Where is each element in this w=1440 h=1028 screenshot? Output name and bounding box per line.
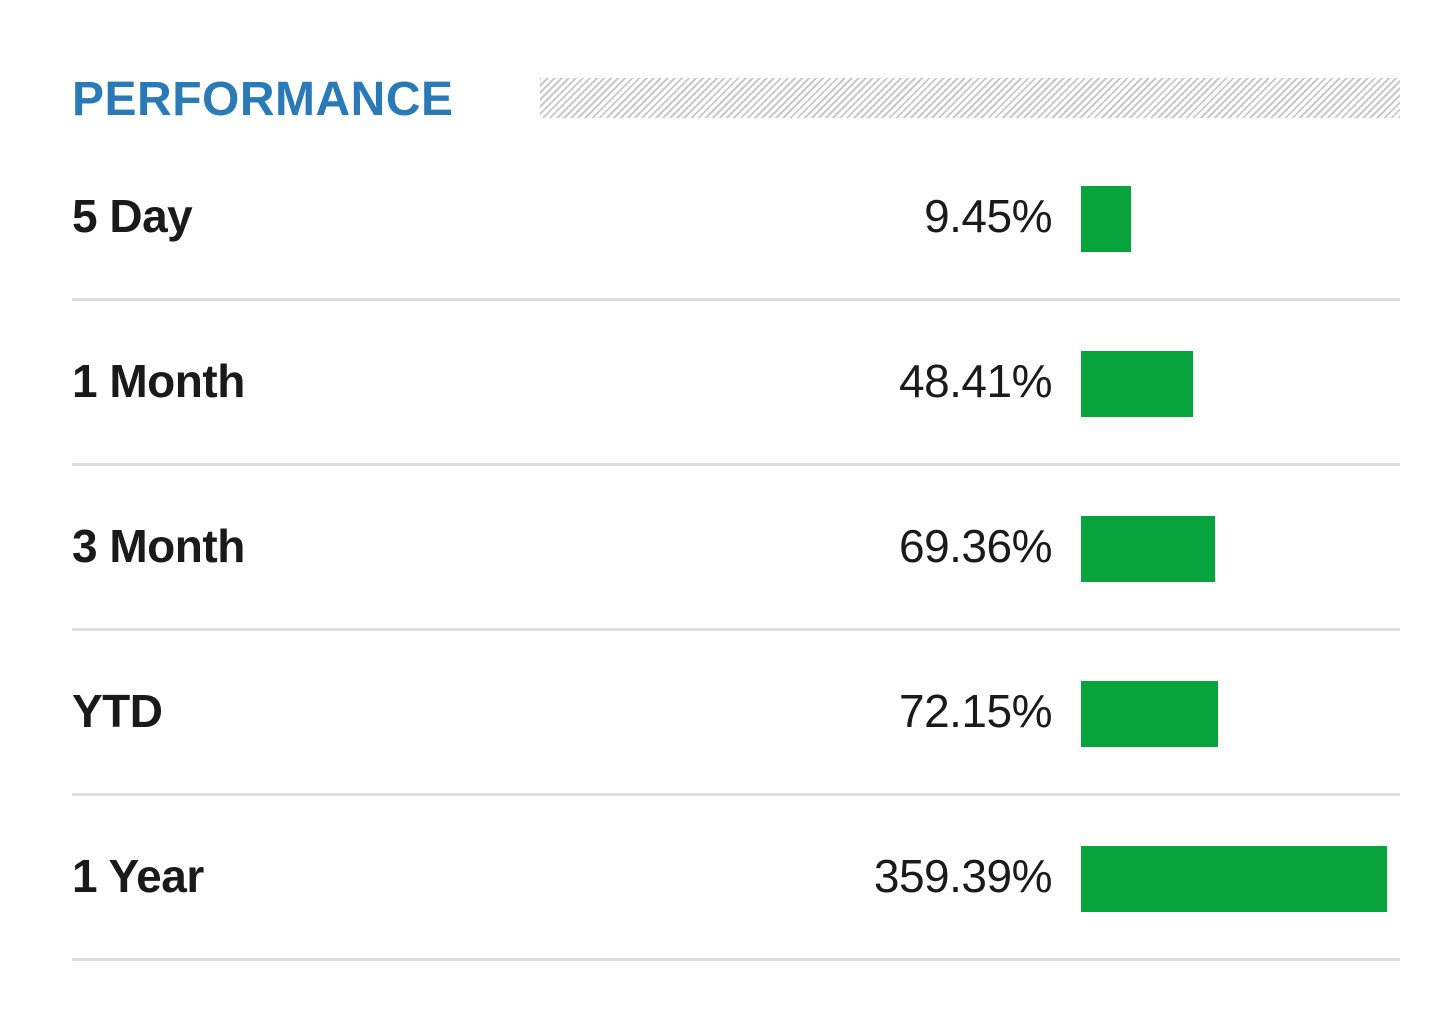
- performance-bar: [1081, 681, 1218, 747]
- row-label: YTD: [72, 685, 163, 737]
- row-label: 1 Month: [72, 355, 245, 407]
- row-value: 48.41%: [898, 355, 1053, 407]
- performance-row-3-month: 3 Month 69.36%: [72, 466, 1400, 631]
- performance-row-5-day: 5 Day 9.45%: [72, 136, 1400, 301]
- row-value: 72.15%: [898, 685, 1053, 737]
- bar-track: [1081, 846, 1387, 912]
- performance-row-ytd: YTD 72.15%: [72, 631, 1400, 796]
- bar-track: [1081, 186, 1387, 252]
- bar-track: [1081, 351, 1387, 417]
- row-label: 3 Month: [72, 520, 245, 572]
- performance-row-1-month: 1 Month 48.41%: [72, 301, 1400, 466]
- performance-bar: [1081, 846, 1387, 912]
- row-label: 5 Day: [72, 190, 193, 242]
- row-value: 9.45%: [924, 190, 1052, 242]
- performance-bar: [1081, 186, 1131, 252]
- performance-bar: [1081, 351, 1193, 417]
- performance-widget: PERFORMANCE 5 Day 9.45% 1 Month 48.41% 3…: [72, 0, 1400, 961]
- row-value: 69.36%: [898, 520, 1053, 572]
- performance-row-1-year: 1 Year 359.39%: [72, 796, 1400, 961]
- performance-rows: 5 Day 9.45% 1 Month 48.41% 3 Month 69.36…: [72, 136, 1400, 961]
- row-value: 359.39%: [873, 850, 1053, 902]
- bar-track: [1081, 681, 1387, 747]
- performance-header: PERFORMANCE: [72, 0, 1400, 190]
- performance-title: PERFORMANCE: [72, 73, 454, 126]
- performance-bar: [1081, 516, 1215, 582]
- row-label: 1 Year: [72, 850, 204, 902]
- bar-track: [1081, 516, 1387, 582]
- hatched-divider: [540, 78, 1400, 118]
